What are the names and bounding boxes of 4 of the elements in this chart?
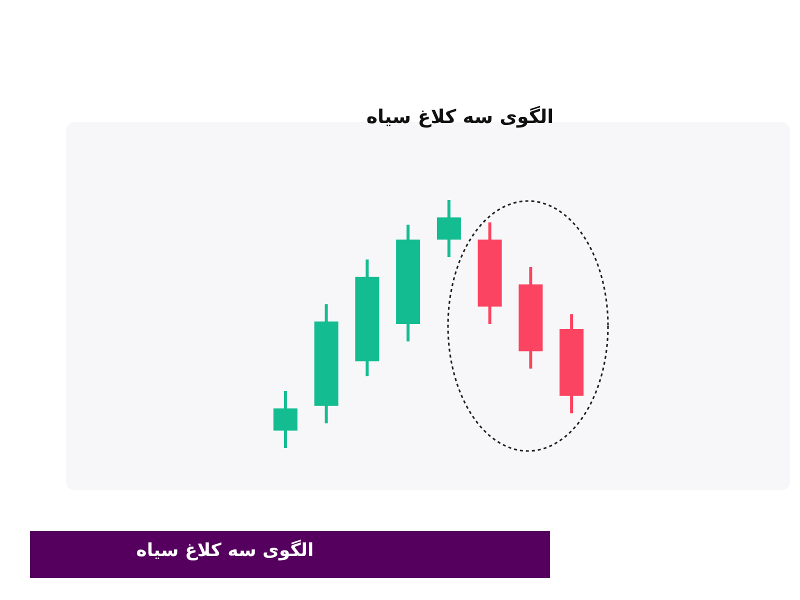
candlestick	[273, 390, 298, 448]
chart-title: الگوی سه کلاغ سیاه	[365, 106, 555, 128]
text: الگوی سه کلاغ سیاه	[135, 540, 315, 561]
candlestick	[436, 200, 461, 258]
